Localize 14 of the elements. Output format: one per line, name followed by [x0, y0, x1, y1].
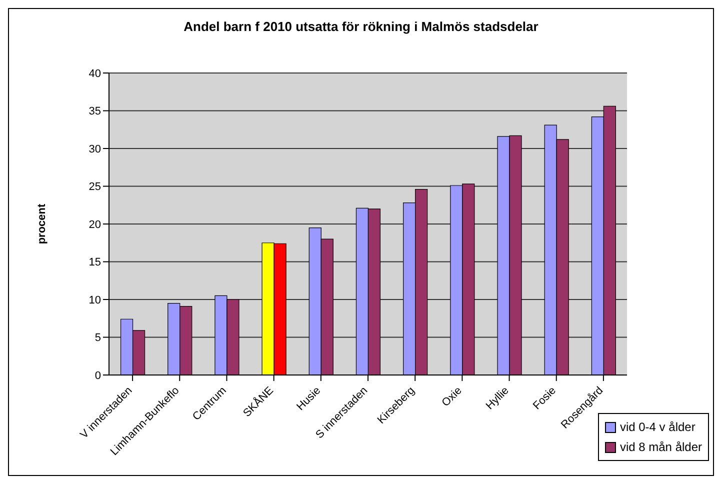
- y-tick-label: 30: [88, 143, 101, 156]
- y-tick-label: 15: [88, 256, 101, 269]
- y-axis-title: procent: [36, 204, 48, 244]
- y-tick-label: 40: [88, 68, 101, 80]
- y-tick-label: 10: [88, 294, 101, 306]
- y-tick-label: 25: [88, 181, 101, 194]
- y-tick-label: 20: [88, 218, 101, 231]
- legend-label: vid 0-4 v ålder: [620, 419, 696, 436]
- y-tick-label: 0: [94, 370, 101, 382]
- x-tick-label: Oxie: [440, 384, 464, 410]
- y-tick-label: 35: [88, 106, 101, 118]
- y-tick-label: 5: [94, 332, 101, 344]
- legend-label: vid 8 mån ålder: [620, 439, 702, 456]
- chart-title: Andel barn f 2010 utsatta för rökning i Malmös stadsdelar: [182, 19, 540, 34]
